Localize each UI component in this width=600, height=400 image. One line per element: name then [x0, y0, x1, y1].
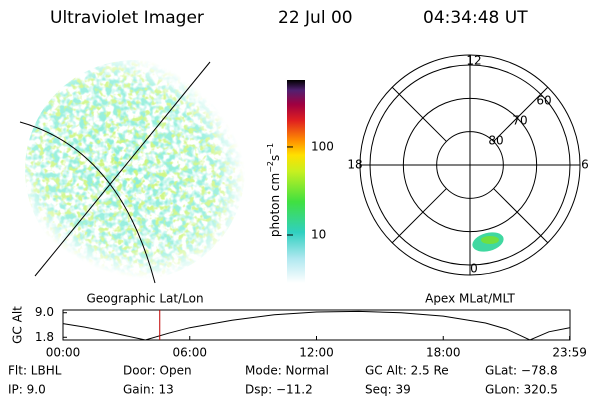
- mlt-label: 0: [470, 262, 478, 276]
- polar-spoke: [391, 86, 447, 142]
- info-field: Door: Open: [123, 364, 192, 378]
- unit: s: [268, 155, 282, 161]
- x-tick-label: 00:00: [46, 346, 81, 360]
- info-field: GLon: 320.5: [485, 383, 558, 397]
- info-field: IP: 9.0: [8, 383, 46, 397]
- aurora-noise-bright: [25, 60, 245, 280]
- unit: photon cm: [268, 173, 282, 237]
- info-field: Mode: Normal: [245, 364, 329, 378]
- lat-label: 60: [536, 94, 551, 108]
- geo-image: [25, 60, 245, 280]
- mlt-label: 18: [347, 158, 362, 172]
- x-tick-label: 18:00: [426, 346, 461, 360]
- colorbar-tick-label: 100: [311, 139, 334, 153]
- lat-ring: [436, 131, 504, 199]
- title: Ultraviolet Imager: [50, 8, 204, 28]
- x-tick-label: 23:59: [552, 346, 587, 360]
- colorbar-tick-label: 10: [311, 228, 326, 242]
- x-tick-label: 12:00: [299, 346, 334, 360]
- unit-exp: −1: [266, 143, 275, 155]
- info-field: Gain: 13: [123, 383, 174, 397]
- orbit-altitude: [62, 310, 570, 341]
- mlt-label: 6: [581, 158, 589, 172]
- polar-label: Apex MLat/MLT: [425, 292, 515, 306]
- unit-exp: −2: [266, 161, 275, 173]
- colorbar: [287, 80, 305, 283]
- orbit-ylabel: GC Alt: [11, 306, 25, 344]
- geo-grid-line: [19, 121, 156, 284]
- lat-ring: [402, 97, 538, 233]
- polar-spoke: [493, 86, 549, 142]
- lat-label: 80: [488, 134, 503, 148]
- date: 22 Jul 00: [278, 8, 353, 28]
- info-field: Seq: 39: [365, 383, 411, 397]
- geo-grid-line: [34, 61, 211, 277]
- y-tick-label: 9.0: [35, 305, 54, 319]
- time: 04:34:48 UT: [423, 8, 528, 28]
- geo-label: Geographic Lat/Lon: [86, 292, 203, 306]
- info-field: Dsp: −11.2: [245, 383, 313, 397]
- info-field: GLat: −78.8: [485, 364, 558, 378]
- lat-label: 70: [512, 114, 527, 128]
- lat-ring: [369, 64, 571, 266]
- info-field: Flt: LBHL: [8, 364, 62, 378]
- polar-spoke: [493, 188, 549, 244]
- info-field: GC Alt: 2.5 Re: [365, 364, 449, 378]
- polar-aurora: [481, 236, 499, 244]
- x-tick-label: 06:00: [172, 346, 207, 360]
- y-tick-label: 1.8: [35, 330, 54, 344]
- polar-spoke: [391, 188, 447, 244]
- colorbar-label: photon cm−2s−1: [266, 143, 282, 237]
- mlt-label: 12: [466, 54, 481, 68]
